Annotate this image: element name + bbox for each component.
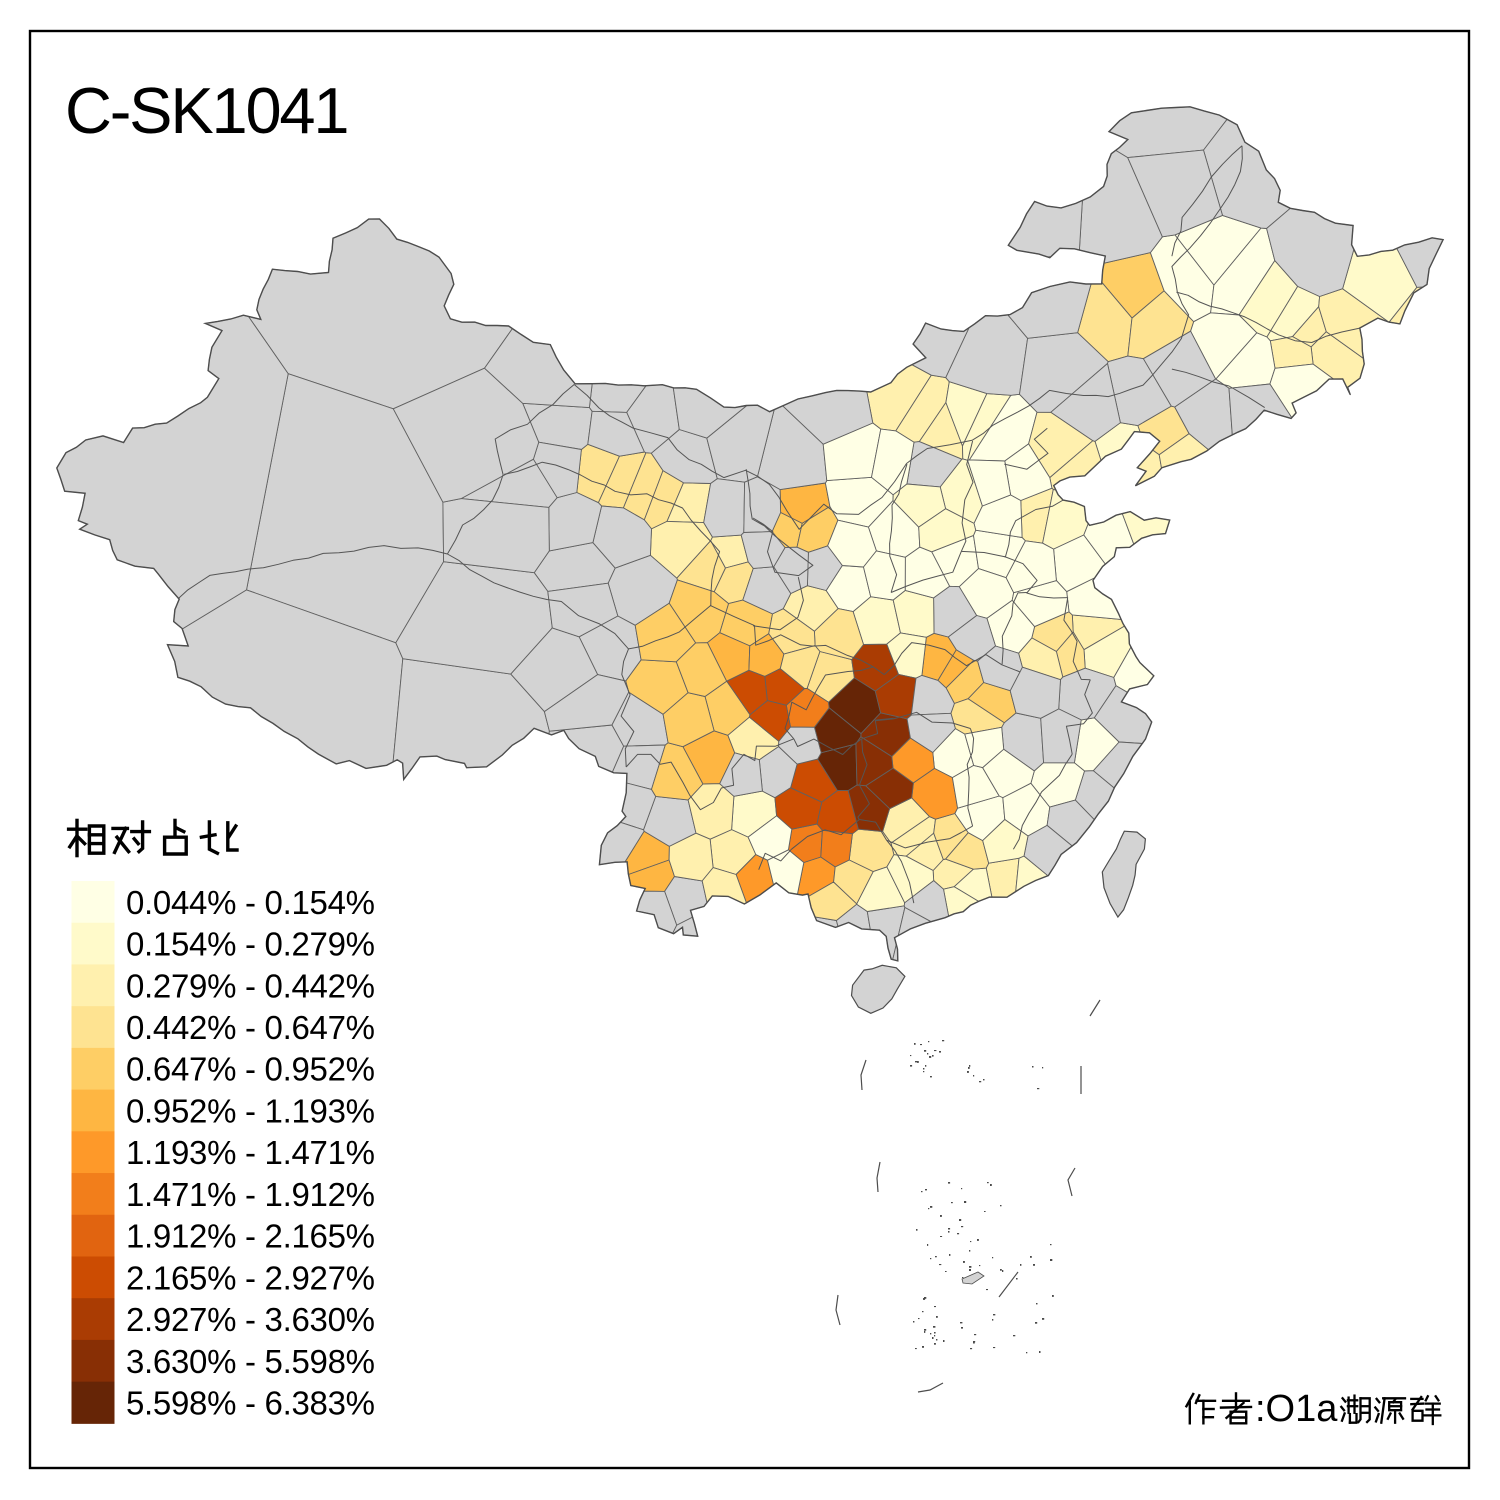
- svg-text::O1a: :O1a: [1255, 1388, 1338, 1430]
- svg-text:2.927% - 3.630%: 2.927% - 3.630%: [126, 1301, 375, 1338]
- svg-text:2.165% - 2.927%: 2.165% - 2.927%: [126, 1259, 375, 1296]
- svg-text:0.952% - 1.193%: 0.952% - 1.193%: [126, 1093, 375, 1130]
- svg-text:1.193% - 1.471%: 1.193% - 1.471%: [126, 1134, 375, 1171]
- svg-text:5.598% - 6.383%: 5.598% - 6.383%: [126, 1385, 375, 1422]
- svg-text:0.647% - 0.952%: 0.647% - 0.952%: [126, 1051, 375, 1088]
- svg-text:0.442% - 0.647%: 0.442% - 0.647%: [126, 1009, 375, 1046]
- svg-text:1.471% - 1.912%: 1.471% - 1.912%: [126, 1176, 375, 1213]
- svg-text:C-SK1041: C-SK1041: [65, 74, 347, 147]
- svg-text:0.154% - 0.279%: 0.154% - 0.279%: [126, 926, 375, 963]
- svg-text:1.912% - 2.165%: 1.912% - 2.165%: [126, 1218, 375, 1255]
- svg-text:3.630% - 5.598%: 3.630% - 5.598%: [126, 1343, 375, 1380]
- svg-text:0.279% - 0.442%: 0.279% - 0.442%: [126, 967, 375, 1004]
- svg-text:0.044% - 0.154%: 0.044% - 0.154%: [126, 884, 375, 921]
